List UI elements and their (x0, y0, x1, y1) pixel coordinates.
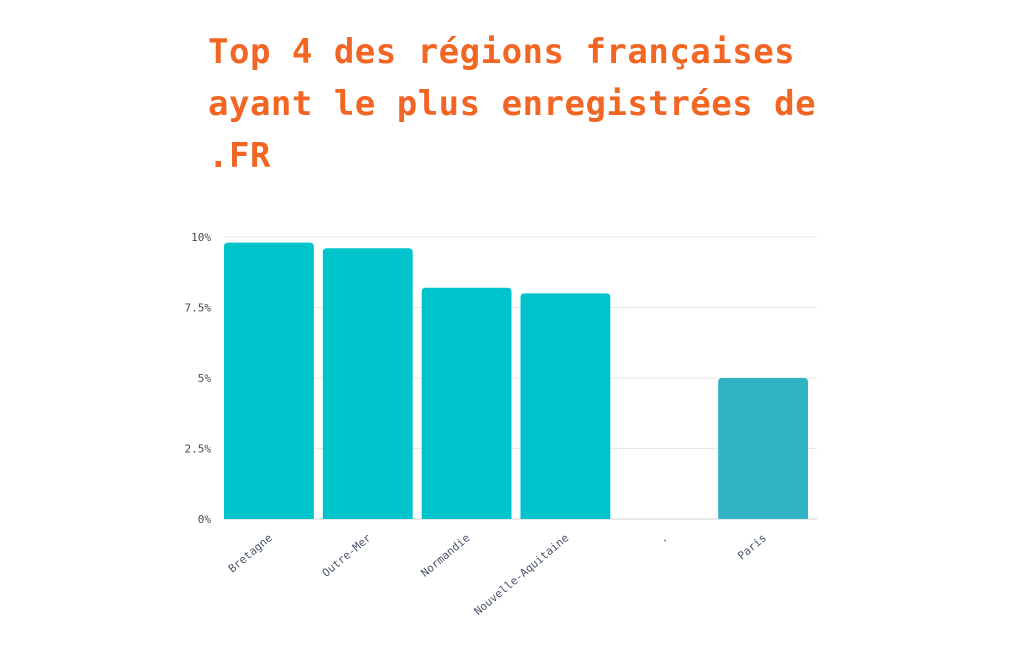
y-tick-label: 7.5% (185, 302, 212, 315)
y-tick-label: 2.5% (185, 443, 212, 456)
x-axis: Bretagne Outre-Mer Normandie Nouvelle-Aquit… (226, 531, 769, 618)
bar-bretagne (224, 242, 314, 519)
y-tick-label: 5% (198, 372, 212, 385)
y-tick-label: 10% (191, 231, 211, 244)
chart-title: Top 4 des régions françaises ayant le pl… (208, 32, 817, 176)
x-tick-label: . (657, 531, 670, 545)
x-tick-label: Nouvelle-Aquitaine (472, 531, 572, 618)
x-tick-label: Normandie (418, 531, 472, 579)
bar-normandie (421, 287, 512, 519)
bar-outre-mer (322, 248, 413, 519)
x-tick-label: Outre-Mer (320, 531, 374, 580)
x-tick-label: Bretagne (226, 531, 275, 575)
y-axis: 0% 2.5% 5% 7.5% 10% (185, 231, 212, 526)
bar-layer (224, 242, 808, 519)
y-tick-label: 0% (198, 513, 212, 526)
bar-nouvelle-aquitaine (520, 293, 611, 519)
x-tick-label: Paris (735, 531, 769, 562)
bar-paris (718, 378, 808, 519)
